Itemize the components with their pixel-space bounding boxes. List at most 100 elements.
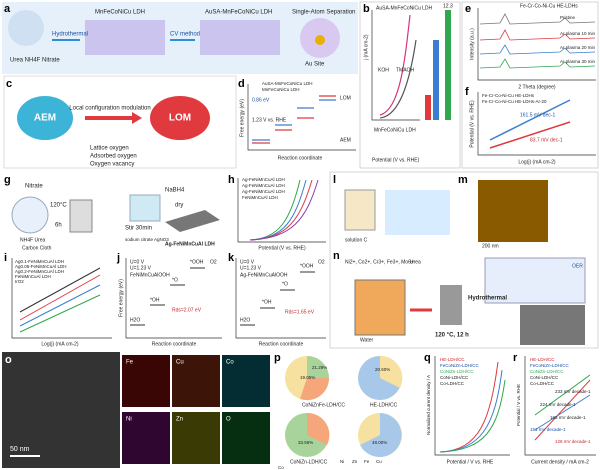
y-label: j (mA cm-2): [363, 34, 369, 61]
series-label: Pristine: [560, 15, 576, 20]
step: Hydrothermal: [52, 32, 88, 38]
element: Co: [226, 360, 234, 366]
legend: HE-LDH/CC: [440, 357, 465, 362]
legend: Ni: [340, 459, 344, 464]
legend: U=1.23 V: [130, 265, 152, 271]
legend: TMAOH: [396, 67, 414, 73]
legend: Adsorbed oxygen: [90, 154, 137, 160]
legend: KOH: [378, 67, 389, 73]
panel-label: r: [513, 352, 518, 364]
caption: Au Site: [305, 62, 325, 68]
reagents: Urea NH4F Nitrate: [10, 58, 60, 64]
legend: Ag-FeNiMnCuAl LDH: [242, 189, 285, 194]
step: CV method: [170, 32, 200, 38]
panel-g-art: [11, 194, 220, 234]
caption: sodium citrate AgNO3: [125, 237, 169, 242]
panel-qr-plots: [434, 356, 596, 456]
panel-label: c: [6, 78, 12, 90]
panel-frames: [329, 1, 599, 349]
panel-b-plot: [371, 10, 451, 121]
panel-label: o: [5, 354, 12, 366]
aem: AEM: [34, 113, 56, 124]
caption: Ag-FeNiMnCuAlOOH: [240, 272, 288, 278]
panel-label: b: [363, 3, 370, 15]
legend: Co-LDH/CC: [440, 381, 465, 386]
legend: AuSA-MnFeCoNiCu LDH: [376, 5, 433, 11]
lom-circle: [150, 96, 210, 140]
legend: Lattice oxygen: [90, 146, 129, 152]
legend: Cu: [376, 459, 382, 464]
panel-e-plot: [477, 8, 596, 81]
panel-a-art: [8, 10, 340, 58]
annotation: 163 mV decade-1: [550, 415, 586, 420]
state: *OOH: [300, 263, 314, 269]
panel-o-maps: [2, 352, 270, 468]
caption: NH4F Urea: [20, 237, 46, 243]
panel-label: a: [4, 3, 11, 15]
pie-label: 21.29%: [312, 365, 327, 370]
caption: Nitrate: [25, 184, 43, 190]
x-label: Reaction coordinate: [259, 341, 304, 347]
panel-label: l: [333, 174, 336, 186]
panel-label: q: [424, 352, 431, 364]
lom: LOM: [169, 113, 191, 124]
annotation: 151 mV decade-1: [530, 427, 566, 432]
panel-label: p: [274, 352, 281, 364]
panel-label: d: [238, 78, 245, 90]
caption: Carbon Cloth: [22, 245, 52, 251]
y-label: Free energy (eV): [118, 279, 124, 317]
legend: Fe-Cr-Co-Ni-Cu HE-LDHs: [520, 3, 578, 9]
x-label: Potential (V vs. RHE): [258, 245, 306, 251]
panel-label: h: [228, 174, 235, 186]
legend: FeCoNiZn-LDH/CC: [440, 363, 480, 368]
legend: Ag-FeNiMnCuAl LDH: [242, 177, 285, 182]
state: *OOH: [190, 259, 204, 265]
annotation: 1.23 V vs. RHE: [252, 117, 287, 123]
legend: FeCoNiZn-LDH/CC: [530, 363, 570, 368]
x-label: Current density / mA cm-2: [531, 459, 589, 465]
scale-bar: 50 nm: [10, 446, 30, 453]
y-label: Intensity (a.u.): [469, 28, 475, 60]
state: O2: [318, 259, 325, 265]
caption: solution C: [345, 237, 368, 243]
pie-label: 20.60%: [375, 367, 390, 372]
aem-circle: [17, 96, 73, 140]
series-label: Ar plasma 10 min: [560, 31, 596, 36]
panel-label: f: [465, 86, 469, 98]
panel-p-pies: [285, 355, 403, 457]
legend: Zn: [352, 459, 358, 464]
pie-label: 33.56%: [298, 440, 313, 445]
legend: MnFeCoNiCu LDH: [374, 127, 416, 133]
legend: U=1.23 V: [240, 265, 262, 271]
y-label: Potential / V vs. RHE: [516, 384, 521, 426]
element: O: [226, 417, 231, 423]
state: *OH: [150, 297, 160, 303]
x-label: 2 Theta (degree): [518, 84, 555, 90]
panel-label: k: [228, 252, 235, 264]
caption: dry: [175, 203, 183, 209]
legend: Co: [278, 465, 284, 470]
x-label: Potential (V vs. RHE): [372, 157, 420, 163]
x-label: Reaction coordinate: [278, 155, 323, 161]
y-label: Normalized current density / A: [426, 375, 431, 435]
panel-label: g: [4, 174, 11, 186]
panel-a-bg: [2, 2, 358, 74]
material: MnFeCoNiCu LDH: [95, 10, 145, 16]
legend: U=0 V: [240, 259, 255, 265]
annotation: 83.7 mV dec-1: [530, 137, 563, 143]
annotation: 233 mV decade-1: [555, 389, 591, 394]
state: H2O: [130, 317, 140, 323]
caption: 120°C: [50, 203, 67, 209]
annotation: AEM: [340, 137, 351, 143]
legend: U=0 V: [130, 259, 145, 265]
x-label: Log(j) (mA cm-2): [518, 159, 556, 165]
caption: Ag-FeNiMnCuAl LDH: [165, 241, 215, 247]
legend: Ag0.1-FeNiMnCuAl LDH: [15, 259, 64, 264]
caption: NaBH4: [165, 188, 185, 194]
pie-title: HE-LDH/CC: [370, 402, 398, 408]
annotation: Rds=1.65 eV: [285, 309, 315, 315]
state: O2: [210, 259, 217, 265]
caption: FeNiMnCuAlOOH: [130, 272, 170, 278]
pie-label: 48.00%: [372, 440, 387, 445]
